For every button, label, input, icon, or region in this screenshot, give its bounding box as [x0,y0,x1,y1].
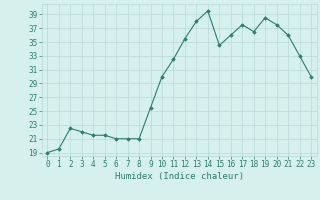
X-axis label: Humidex (Indice chaleur): Humidex (Indice chaleur) [115,172,244,181]
